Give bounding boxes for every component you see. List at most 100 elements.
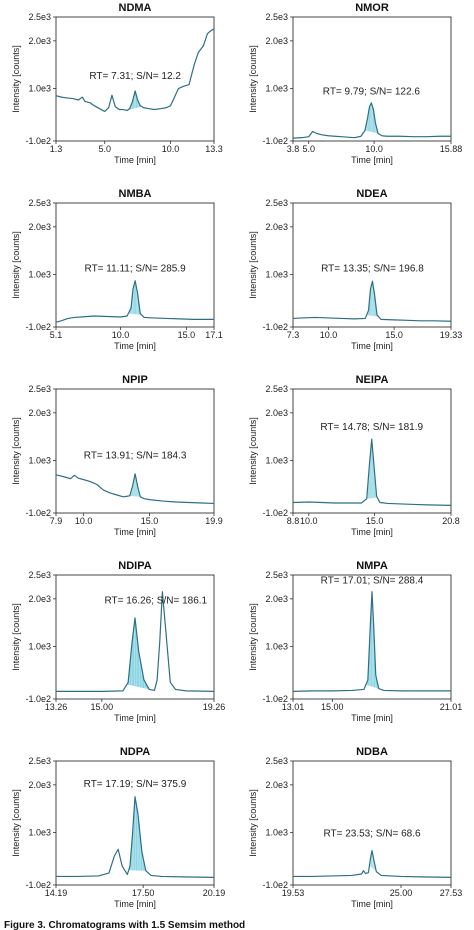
y-tick-label: 1.0e3 xyxy=(28,828,51,838)
y-axis-label: Intensity [counts] xyxy=(248,603,258,671)
plot-frame xyxy=(292,760,452,886)
y-tick-label: 2.5e3 xyxy=(28,570,51,580)
chart-panel-nmba: NMBA Intensity [counts] Time [min] 2.5e3 2.0… xyxy=(0,186,237,372)
y-tick-label: 2.0e3 xyxy=(28,36,51,46)
x-tick-label: 14.19 xyxy=(45,888,68,898)
chromatogram-trace xyxy=(55,473,215,505)
x-tick-label: 20.19 xyxy=(203,888,226,898)
chart-title: NDIPA xyxy=(118,560,151,572)
x-tick-label: 19.26 xyxy=(203,702,226,712)
chart-svg: NPIP Intensity [counts] Time [min] 2.5e3 2.0… xyxy=(11,374,223,537)
y-tick-label: 2.5e3 xyxy=(265,384,288,394)
y-tick-label: -1.0e2 xyxy=(25,880,51,890)
chart-panel-ndea: NDEA Intensity [counts] Time [min] 2.5e3 2.0… xyxy=(237,186,474,372)
y-tick-label: 2.5e3 xyxy=(265,12,288,22)
chart-svg: NDIPA Intensity [counts] Time [min] 2.5e3 2.… xyxy=(11,560,226,723)
x-tick-label: 8.8 xyxy=(287,516,300,526)
figure-caption: Figure 3. Chromatograms with 1.5 Semsim … xyxy=(4,920,246,930)
x-tick-label: 15.0 xyxy=(385,330,403,340)
y-axis-label: Intensity [counts] xyxy=(11,603,21,671)
chart-svg: NMOR Intensity [counts] Time [min] 2.5e3 2.0… xyxy=(248,2,463,165)
x-axis-label: Time [min] xyxy=(351,155,393,165)
peak-annotation: RT= 11.11; S/N= 285.9 xyxy=(85,264,187,275)
x-tick-label: 3.8 xyxy=(287,144,300,154)
chart-panel-nmor: NMOR Intensity [counts] Time [min] 2.5e3 2.0… xyxy=(237,0,474,186)
x-tick-label: 13.01 xyxy=(282,702,305,712)
y-axis-label: Intensity [counts] xyxy=(11,231,21,299)
x-axis-label: Time [min] xyxy=(351,713,393,723)
x-tick-label: 10.0 xyxy=(365,144,383,154)
chart-panel-npip: NPIP Intensity [counts] Time [min] 2.5e3 2.0… xyxy=(0,372,237,558)
x-axis-label: Time [min] xyxy=(114,155,156,165)
chromatogram-trace xyxy=(56,591,215,692)
x-tick-label: 1.3 xyxy=(50,144,63,154)
y-tick-label: -1.0e2 xyxy=(262,508,288,518)
y-axis-label: Intensity [counts] xyxy=(248,417,258,485)
x-tick-label: 15.0 xyxy=(178,330,196,340)
y-tick-label: 2.5e3 xyxy=(265,570,288,580)
x-tick-label: 13.3 xyxy=(205,144,223,154)
chart-title: NMBA xyxy=(119,188,152,200)
x-tick-label: 19.33 xyxy=(440,330,463,340)
x-axis-label: Time [min] xyxy=(114,527,156,537)
y-axis-label: Intensity [counts] xyxy=(11,45,21,113)
plot-frame xyxy=(55,388,215,514)
x-tick-label: 13.26 xyxy=(45,702,68,712)
y-tick-label: 1.0e3 xyxy=(265,456,288,466)
y-axis-label: Intensity [counts] xyxy=(248,231,258,299)
x-tick-label: 17.1 xyxy=(205,330,223,340)
x-tick-label: 7.9 xyxy=(50,516,63,526)
y-tick-label: 2.0e3 xyxy=(265,222,288,232)
chart-panel-ndpa: NDPA Intensity [counts] Time [min] 2.5e3 2.0… xyxy=(0,744,237,930)
x-tick-label: 15.00 xyxy=(321,702,344,712)
x-tick-label: 15.00 xyxy=(91,702,114,712)
x-axis-label: Time [min] xyxy=(114,341,156,351)
chromatogram-trace xyxy=(292,438,452,506)
chromatogram-trace xyxy=(55,28,215,113)
x-axis-label: Time [min] xyxy=(351,527,393,537)
y-tick-label: -1.0e2 xyxy=(25,322,51,332)
x-tick-label: 10.0 xyxy=(300,516,318,526)
y-tick-label: -1.0e2 xyxy=(25,136,51,146)
y-tick-label: 1.0e3 xyxy=(265,828,288,838)
y-tick-label: 2.0e3 xyxy=(28,222,51,232)
chart-svg: NMPA Intensity [counts] Time [min] 2.5e3 2.0… xyxy=(248,560,463,723)
y-tick-label: 2.0e3 xyxy=(265,780,288,790)
chart-title: NMOR xyxy=(355,2,389,14)
chromatogram-trace xyxy=(292,280,452,322)
y-tick-label: 2.0e3 xyxy=(28,594,51,604)
chart-panel-ndba: NDBA Intensity [counts] Time [min] 2.5e3 2.0… xyxy=(237,744,474,930)
x-tick-label: 15.0 xyxy=(366,516,384,526)
y-tick-label: -1.0e2 xyxy=(262,322,288,332)
x-tick-label: 19.53 xyxy=(282,888,305,898)
y-tick-label: 2.0e3 xyxy=(28,780,51,790)
y-tick-label: 2.5e3 xyxy=(28,756,51,766)
chart-panel-ndma: NDMA Intensity [counts] Time [min] 2.5e3 2.0… xyxy=(0,0,237,186)
chart-panel-ndipa: NDIPA Intensity [counts] Time [min] 2.5e3 2.… xyxy=(0,558,237,744)
chart-svg: NDMA Intensity [counts] Time [min] 2.5e3 2.0… xyxy=(11,2,223,165)
peak-annotation: RT= 13.91; S/N= 184.3 xyxy=(84,451,187,462)
x-tick-label: 21.01 xyxy=(440,702,463,712)
y-axis-label: Intensity [counts] xyxy=(11,417,21,485)
x-tick-label: 10.0 xyxy=(75,516,93,526)
y-axis-label: Intensity [counts] xyxy=(248,789,258,857)
plot-frame xyxy=(55,202,215,328)
peak-annotation: RT= 16.26; S/N= 186.1 xyxy=(104,596,207,607)
x-tick-label: 17.50 xyxy=(132,888,155,898)
chart-svg: NMBA Intensity [counts] Time [min] 2.5e3 2.0… xyxy=(11,188,223,351)
peak-annotation: RT= 7.31; S/N= 12.2 xyxy=(89,71,181,82)
x-tick-label: 15.88 xyxy=(440,144,463,154)
chart-svg: NEIPA Intensity [counts] Time [min] 2.5e3 2.… xyxy=(248,374,460,537)
x-tick-label: 15.0 xyxy=(141,516,159,526)
peak-annotation: RT= 17.19; S/N= 375.9 xyxy=(84,779,187,790)
plot-frame xyxy=(55,574,215,700)
x-axis-label: Time [min] xyxy=(114,899,156,909)
y-axis-label: Intensity [counts] xyxy=(11,789,21,857)
chart-svg: NDBA Intensity [counts] Time [min] 2.5e3 2.0… xyxy=(248,746,462,909)
x-tick-label: 10.0 xyxy=(162,144,180,154)
x-tick-label: 5.0 xyxy=(302,144,315,154)
y-tick-label: 2.5e3 xyxy=(28,384,51,394)
x-tick-label: 10.0 xyxy=(112,330,130,340)
y-axis-label: Intensity [counts] xyxy=(248,45,258,113)
x-tick-label: 10.0 xyxy=(320,330,338,340)
